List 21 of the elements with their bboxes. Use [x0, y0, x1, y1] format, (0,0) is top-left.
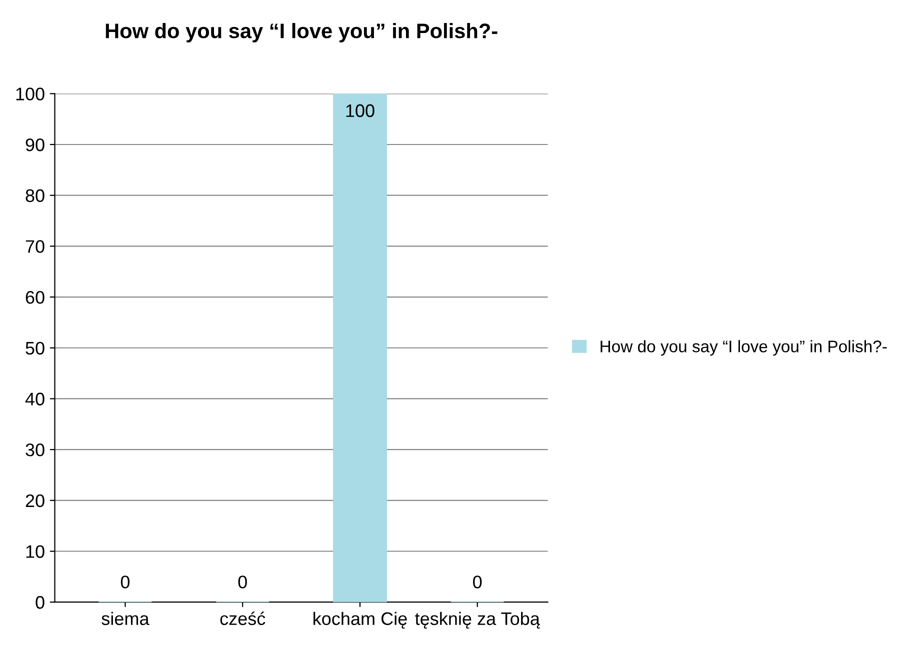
x-tick-label: tęsknię za Tobą — [415, 612, 540, 629]
y-tick-label: 50 — [26, 342, 44, 355]
chart-title: How do you say “I love you” in Polish?- — [106, 23, 498, 42]
y-tick-label: 20 — [26, 494, 44, 508]
x-tick-label: cześć — [220, 612, 266, 626]
y-tick-label: 0 — [36, 596, 44, 609]
y-tick-label: 30 — [26, 444, 44, 456]
data-label: 0 — [120, 576, 130, 588]
data-label: 100 — [346, 104, 374, 118]
data-label: 0 — [238, 576, 247, 588]
y-tick-label: 40 — [25, 392, 44, 406]
x-tick-label: kocham Cię — [314, 612, 407, 629]
y-tick-label: 70 — [26, 240, 44, 253]
y-tick-label: 100 — [16, 88, 44, 100]
y-tick-label: 80 — [26, 189, 44, 202]
y-tick-label: 90 — [26, 138, 44, 152]
data-label: 0 — [473, 576, 482, 588]
x-tick-label: siema — [102, 612, 150, 626]
y-tick-label: 10 — [26, 545, 44, 558]
y-tick-label: 60 — [26, 290, 44, 304]
legend-label: How do you say “I love you” in Polish?- — [600, 340, 887, 356]
